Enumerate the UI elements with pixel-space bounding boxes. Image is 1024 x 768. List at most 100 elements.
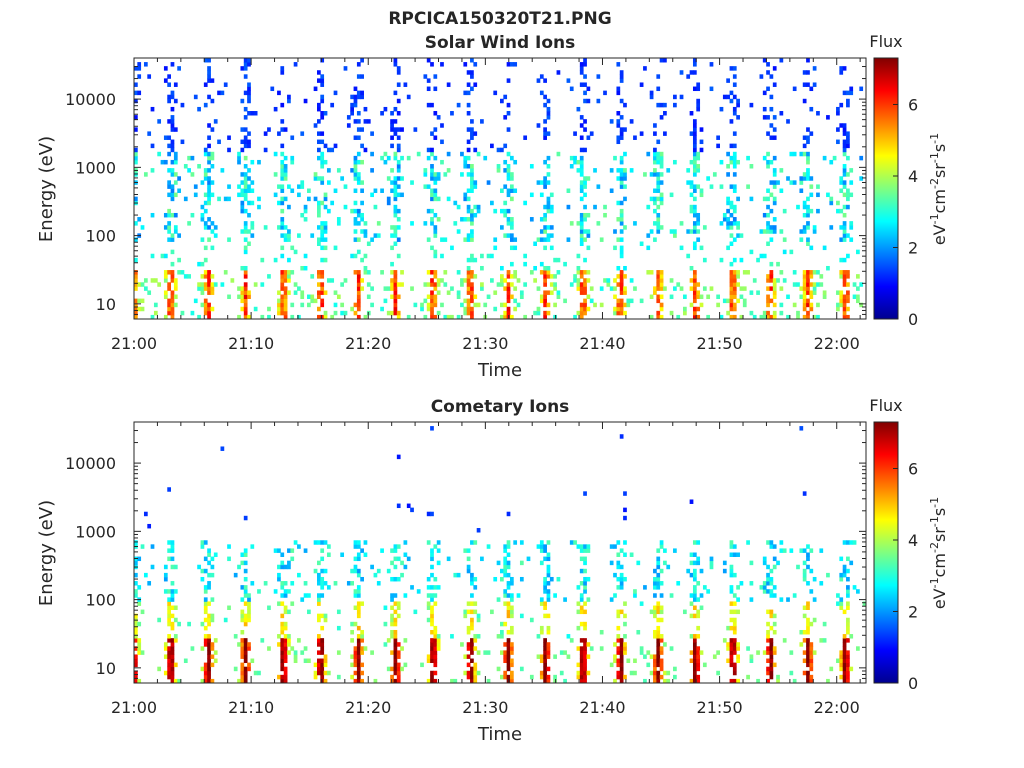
spectrogram-cell [227,196,231,202]
spectrogram-cell [809,282,814,287]
spectrogram-cell [653,286,657,291]
spectrogram-cell [473,646,478,651]
spectrogram-cell [170,314,175,320]
spectrogram-cell [163,670,168,676]
spectrogram-cell [616,585,621,590]
spectrogram-cell [849,540,854,545]
spectrogram-cell [619,306,624,312]
spectrogram-cell [210,654,215,659]
spectrogram-cell [170,212,175,218]
spectrogram-cell [659,282,664,287]
spectrogram-cell [380,306,384,312]
spectrogram-cell [689,180,694,185]
spectrogram-cell [656,274,661,279]
spectrogram-cell [353,658,358,664]
spectrogram-cell [210,678,215,684]
spectrogram-cell [150,106,155,112]
spectrogram-cell [237,286,241,291]
spectrogram-cell [356,274,361,279]
spectrogram-cell [386,666,391,672]
spectrogram-cell [393,106,398,112]
spectrogram-cell [167,540,171,545]
spectrogram-cell [140,225,145,230]
spectrogram-cell [583,217,587,222]
spectrogram-cell [673,94,677,100]
spectrogram-cell [802,568,807,574]
spectrogram-cell [539,270,544,275]
spectrogram-cell [729,298,734,304]
spectrogram-cell [656,172,661,177]
spectrogram-cell [430,654,434,659]
spectrogram-cell [679,286,684,291]
spectrogram-cell [463,298,468,304]
spectrogram-cell [393,629,398,635]
spectrogram-cell [320,270,325,275]
spectrogram-cell [303,98,308,104]
spectrogram-cell [579,115,584,120]
spectrogram-cell [433,662,438,668]
spectrogram-cell [649,172,654,177]
spectrogram-cell [473,212,478,218]
spectrogram-cell [692,589,697,594]
spectrogram-cell [583,548,587,553]
spectrogram-cell [732,625,737,631]
spectrogram-cell [503,314,508,320]
spectrogram-cell [623,127,627,132]
spectrogram-cell [203,625,208,631]
spectrogram-cell [353,159,358,165]
spectrogram-cell [307,658,311,664]
spectrogram-cell [313,196,318,202]
spectrogram-cell [583,621,587,627]
spectrogram-cell [539,192,544,198]
spectrogram-cell [609,119,614,124]
spectrogram-cell [609,188,614,193]
spectrogram-cell [137,621,142,627]
spectrogram-cell [589,646,594,651]
spectrogram-cell [207,274,211,279]
spectrogram-cell [839,605,844,610]
spectrogram-cell [859,176,864,181]
spectrogram-cell [390,576,394,582]
colorbar-title: Flux [869,396,902,415]
spectrogram-cell [649,609,654,615]
spectrogram-cell [466,282,471,287]
spectrogram-cell [393,294,398,300]
spectrogram-cell [842,237,847,242]
spectrogram-cell [749,310,754,316]
spectrogram-cell [732,82,737,87]
spectrogram-cell [769,662,774,668]
spectrogram-cell [200,204,205,210]
spectrogram-cell [134,147,138,153]
spectrogram-cell [516,302,521,308]
spectrogram-cell [250,233,255,238]
spectrogram-cell [353,164,358,169]
spectrogram-cell [320,314,325,320]
spectrogram-cell [663,286,667,291]
spectrogram-cell [323,290,328,295]
spectrogram-cell [613,229,617,234]
spectrogram-cell [722,638,727,643]
spectrogram-cell [729,233,734,238]
spectrogram-cell [243,249,248,255]
spectrogram-cell [326,208,331,214]
spectrogram-cell [619,168,624,173]
spectrogram-cell [207,286,211,291]
spectrogram-cell [163,654,168,659]
spectrogram-cell [330,102,335,108]
spectrogram-cell [257,204,261,210]
spectrogram-cell [856,249,860,255]
spectrogram-cell [353,650,358,655]
spectrogram-cell [353,564,358,570]
spectrogram-cell [566,188,571,193]
spectrogram-cell [623,265,627,271]
spectrogram-cell [160,253,165,259]
spectrogram-cell [762,90,767,96]
spectrogram-cell [772,544,777,549]
spectrogram-cell [523,135,528,140]
spectrogram-cell [170,294,175,300]
spectrogram-cell [473,180,478,185]
spectrogram-cell [353,102,358,108]
spectrogram-cell [170,597,175,602]
spectrogram-cell [400,572,404,578]
spectrogram-cell [702,257,707,263]
